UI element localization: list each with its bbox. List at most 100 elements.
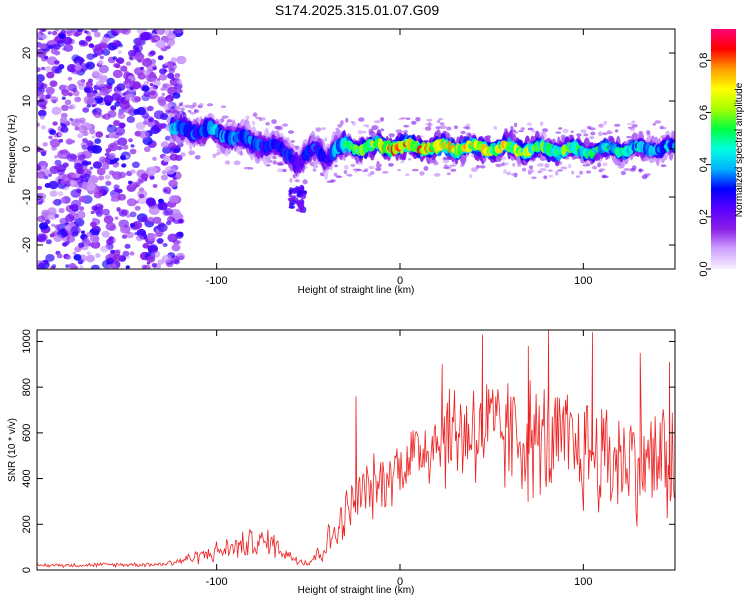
heatmap-cell [168,179,178,188]
heatmap-cell [97,60,104,65]
heatmap-cell [465,123,471,127]
colorbar-tick-label: 0.0 [698,261,710,276]
heatmap-cell [193,109,198,113]
heatmap-cell [567,163,572,169]
heatmap-cell [598,131,603,137]
heatmap-cell [178,103,183,107]
heatmap-cell [646,130,651,135]
heatmap-cell [265,121,270,126]
heatmap-cell [70,139,75,144]
heatmap-cell [89,166,94,170]
heatmap-cell [251,120,256,126]
heatmap-cell [312,168,317,172]
heatmap-cell [255,116,262,120]
heatmap-cell [83,173,91,180]
heatmap-cell [152,184,158,188]
heatmap-cell [439,125,447,130]
heatmap-cell [146,255,156,263]
heatmap-cell [41,66,46,71]
heatmap-cell [42,142,48,147]
heatmap-cell [146,233,157,242]
heatmap-cell [358,117,365,122]
heatmap-cell [400,161,405,164]
heatmap-cell [589,136,595,140]
heatmap-cell [38,88,43,92]
heatmap-cell [125,61,132,66]
heatmap-cell [148,166,157,174]
heatmap-cell [135,131,141,137]
heatmap-cell [42,50,47,54]
snr-y-tick-label: 0 [21,567,33,573]
heatmap-cell [58,138,64,143]
heatmap-cell [375,167,382,172]
heatmap-cell [171,76,176,81]
heatmap-cell [157,98,167,106]
heatmap-cell [189,112,196,115]
heatmap-cell [135,122,146,130]
heatmap-cell [368,128,374,134]
heatmap-cell [37,171,46,179]
spectrogram-y-axis-label: Frequency (Hz) [7,115,18,184]
heatmap-cell [37,31,42,39]
heatmap-cell [41,105,47,110]
heatmap-cell [80,230,86,234]
heatmap-cell [299,206,303,214]
heatmap-cell [60,126,69,133]
heatmap-cell [52,43,61,50]
heatmap-cell [90,210,95,215]
heatmap-cell [61,89,70,96]
heatmap-cell [119,100,131,110]
heatmap-cell [112,171,123,180]
heatmap-cell [38,109,47,117]
heatmap-cell [141,85,150,92]
heatmap-cell [129,211,137,218]
heatmap-cell [629,168,636,172]
heatmap-cell [91,205,98,211]
heatmap-cell [326,180,334,183]
heatmap-cell [86,251,91,255]
heatmap-cell [405,117,411,120]
heatmap-cell [114,126,126,136]
heatmap-cell [145,197,156,206]
heatmap-cell [113,254,123,262]
heatmap-cell [51,223,55,227]
heatmap-cell [424,126,432,131]
heatmap-cell [149,83,154,87]
heatmap-cell [89,129,96,135]
spectrogram-x-tick-label: 100 [574,275,592,287]
heatmap-cell [99,87,110,96]
heatmap-cell [114,101,121,107]
heatmap-cell [602,175,609,179]
heatmap-cell [149,50,156,56]
heatmap-cell [367,172,372,177]
heatmap-cell [294,179,300,183]
heatmap-cell [343,164,349,170]
heatmap-cell [82,165,88,170]
heatmap-cell [132,43,143,53]
heatmap-cell [45,239,52,245]
heatmap-cell [576,133,582,137]
heatmap-cell [112,39,121,46]
heatmap-cell [606,131,614,134]
heatmap-cell [560,166,568,170]
heatmap-cell [106,238,114,246]
heatmap-cell [91,92,96,97]
heatmap-cell [589,127,596,131]
heatmap-cell [99,204,104,209]
heatmap-cell [290,140,295,143]
heatmap-cell [602,132,608,136]
heatmap-cell [180,152,186,157]
heatmap-cell [469,174,473,179]
heatmap-cell [212,153,217,159]
heatmap-cell [126,198,137,207]
heatmap-cell [324,137,328,142]
heatmap-cell [62,242,68,247]
heatmap-cell [45,86,55,95]
heatmap-cell [52,200,58,205]
heatmap-cell [127,180,133,185]
heatmap-cell [44,183,51,188]
snr-y-tick-label: 400 [21,469,33,487]
heatmap-cell [84,237,90,242]
heatmap-cell [531,130,536,133]
heatmap-cell [493,126,498,130]
